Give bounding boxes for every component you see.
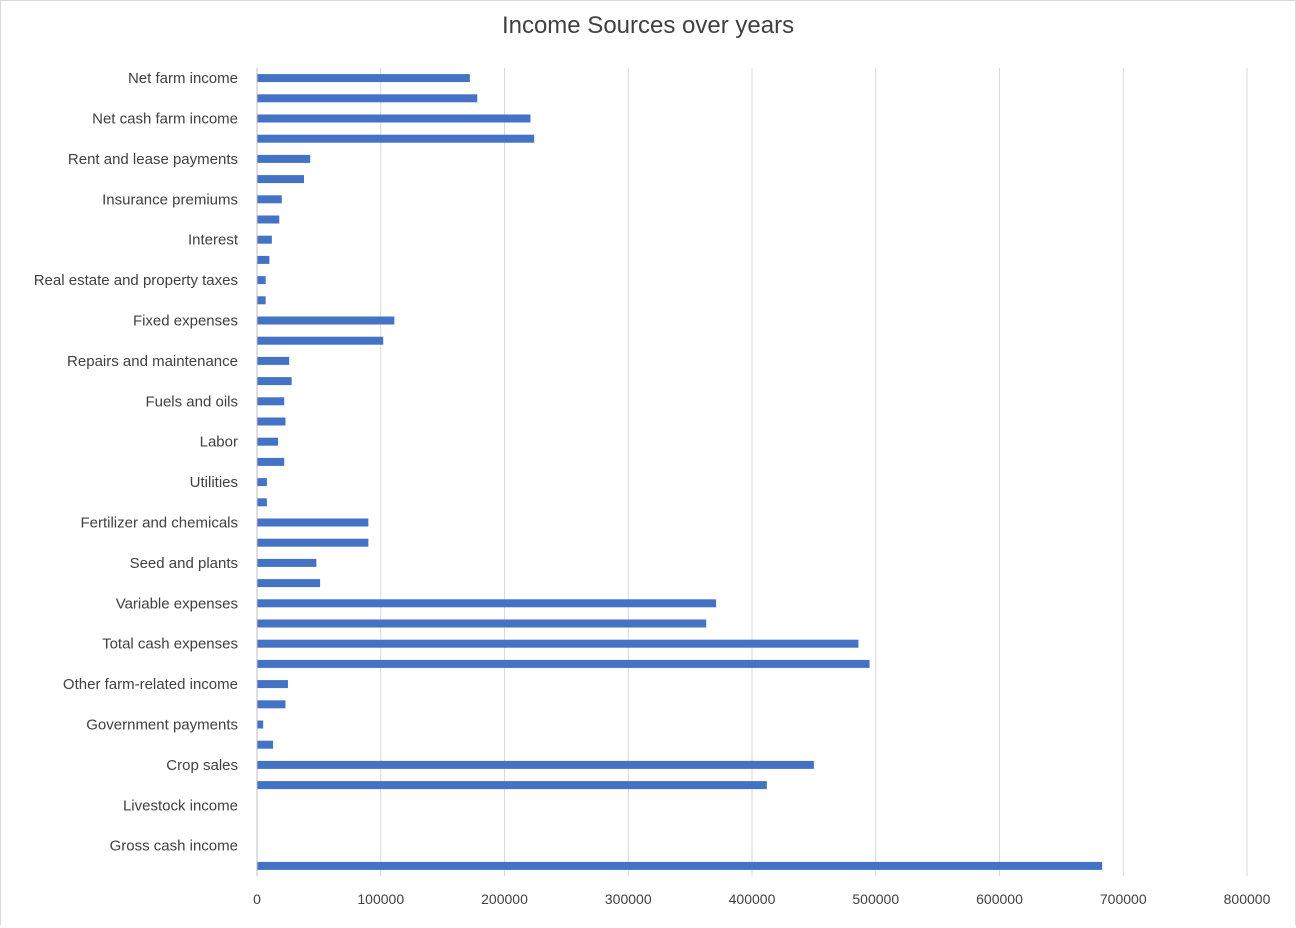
x-tick-label: 300000 [605,891,652,907]
bar [257,720,264,729]
bar [257,296,266,305]
bar [257,760,814,769]
bar [257,94,478,103]
x-tick-label: 600000 [976,891,1023,907]
bar [257,356,290,365]
bar [257,700,286,709]
gridlines [380,68,1248,876]
bar [257,619,707,628]
bar [257,134,535,143]
bar [257,276,266,285]
bar [257,255,270,264]
x-tick-label: 100000 [357,891,404,907]
bar [257,538,369,547]
bar [257,235,272,244]
bar [257,154,311,163]
bar [257,437,279,446]
category-label: Interest [188,232,239,249]
chart-title: Income Sources over years [501,12,795,39]
category-label: Livestock income [123,797,238,814]
bar [257,498,267,507]
category-labels: Gross cash income Livestock income Crop sa… [34,70,239,855]
bar [257,659,870,668]
bar [257,518,369,527]
bar [257,397,285,406]
category-label: Fuels and oils [145,393,238,410]
category-label: Seed and plants [130,555,238,572]
bar [257,457,285,466]
category-label: Fertilizer and chemicals [80,515,238,532]
bar [257,215,280,224]
bar [257,417,286,426]
category-label: Net farm income [128,70,238,87]
x-tick-label: 400000 [729,891,776,907]
bar [257,114,531,123]
category-label: Other farm-related income [63,676,238,693]
bar [257,781,767,790]
bar [257,740,274,749]
x-tick-label: 0 [253,891,261,907]
category-label: Repairs and maintenance [67,353,238,370]
bar [257,579,321,588]
x-tick-label: 800000 [1224,891,1271,907]
category-label: Net cash farm income [92,111,238,128]
category-label: Fixed expenses [133,313,238,330]
bar [257,861,1103,870]
bar [257,195,282,204]
x-tick-label: 200000 [481,891,528,907]
bar [257,316,395,325]
category-label: Rent and lease payments [68,151,238,168]
bar [257,639,859,648]
category-label: Government payments [86,717,238,734]
x-tick-labels: 0 100000 200000 300000 400000 500000 600000 700… [253,891,1270,907]
category-label: Total cash expenses [102,636,238,653]
category-label: Variable expenses [116,595,238,612]
category-label: Labor [200,434,238,451]
bar [257,558,317,567]
category-label: Real estate and property taxes [34,272,238,289]
bar [257,377,292,386]
bar [257,680,288,689]
category-label: Gross cash income [110,838,238,855]
category-label: Insurance premiums [102,191,238,208]
bar [257,175,305,184]
bar [257,74,470,83]
bars [257,74,1103,870]
x-tick-label: 700000 [1100,891,1147,907]
category-label: Crop sales [166,757,238,774]
bar [257,336,384,345]
bar [257,599,717,608]
x-tick-label: 500000 [852,891,899,907]
category-label: Utilities [190,474,238,491]
bar [257,478,267,487]
